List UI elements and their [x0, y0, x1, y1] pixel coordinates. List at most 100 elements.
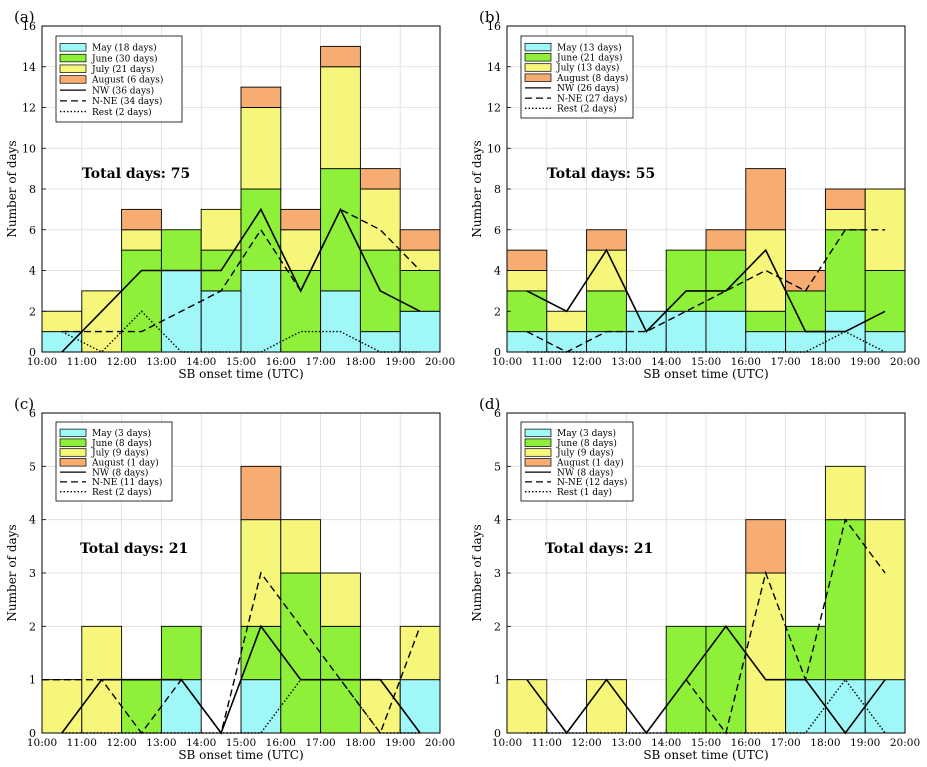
x-tick-label: 13:00 — [146, 356, 176, 368]
legend-label: June (21 days) — [556, 53, 623, 64]
bar-may-0 — [506, 331, 548, 353]
legend-label: N-NE (12 days) — [557, 477, 627, 488]
y-tick-label: 4 — [494, 265, 501, 278]
legend-swatch-may — [59, 43, 87, 52]
line-dashed — [61, 208, 421, 333]
x-tick-label: 16:00 — [731, 356, 761, 368]
x-tick-label: 18:00 — [810, 737, 840, 749]
bar-may-4 — [200, 290, 242, 353]
bar-july-6 — [745, 229, 787, 312]
legend: May (18 days)June (30 days)July (21 days… — [55, 35, 183, 123]
legend-swatch-may — [524, 42, 552, 52]
bar-may-4 — [665, 310, 707, 353]
legend-swatch-june — [524, 438, 552, 447]
y-tick-label: 1 — [494, 674, 501, 687]
bar-may-7 — [785, 331, 826, 353]
x-tick-label: 11:00 — [67, 737, 97, 749]
line-dashed — [526, 229, 886, 353]
bar-june-2 — [121, 249, 162, 353]
y-tick-label: 0 — [29, 727, 36, 740]
legend-swatch-august — [59, 458, 87, 467]
y-tick-label: 6 — [29, 224, 36, 237]
bar-may-9 — [399, 679, 441, 734]
bar-may-5 — [240, 270, 282, 353]
y-tick-label: 12 — [487, 102, 501, 115]
bar-july-7 — [320, 572, 361, 627]
legend-label: N-NE (27 days) — [557, 93, 627, 104]
bar-august-6 — [280, 208, 322, 231]
legend-swatch-june — [524, 53, 552, 62]
x-tick-label: 14:00 — [651, 356, 681, 368]
bar-june-6 — [280, 270, 322, 353]
y-tick-label: 2 — [29, 620, 36, 633]
x-axis-label: SB onset time (UTC) — [643, 748, 768, 762]
total-days-annotation: Total days: 21 — [80, 541, 188, 557]
x-tick-label: 11:00 — [67, 356, 97, 368]
legend-label: August (1 day) — [91, 458, 159, 469]
legend-label: N-NE (34 days) — [92, 96, 162, 107]
bar-july-9 — [399, 249, 441, 271]
bar-may-9 — [864, 331, 906, 353]
x-tick-label: 15:00 — [226, 356, 256, 368]
x-tick-label: 18:00 — [345, 737, 375, 749]
x-tick-label: 20:00 — [890, 737, 920, 749]
x-axis-label: SB onset time (UTC) — [178, 748, 303, 762]
bar-july-7 — [320, 66, 361, 170]
bar-july-6 — [280, 229, 322, 271]
legend-label: May (3 days) — [557, 428, 616, 439]
bar-june-2 — [121, 679, 162, 734]
bar-may-1 — [546, 331, 588, 353]
panel-label: (d) — [479, 395, 500, 413]
legend-label: August (8 days) — [556, 73, 628, 84]
legend: May (3 days)June (8 days)July (9 days)Au… — [520, 421, 634, 502]
x-tick-label: 10:00 — [492, 737, 522, 749]
bar-august-9 — [399, 229, 441, 251]
legend-swatch-august — [524, 73, 552, 82]
y-tick-label: 3 — [29, 567, 36, 580]
y-tick-label: 6 — [494, 224, 501, 237]
line-solid — [526, 248, 886, 333]
x-tick-label: 12:00 — [571, 356, 601, 368]
bar-june-8 — [824, 229, 866, 312]
x-tick-label: 13:00 — [146, 737, 176, 749]
legend-label: June (30 days) — [91, 53, 158, 64]
chart-panel-2: 10:00 11:00 12:00 13:00 14:00 15:00 16:00 17:00… — [5, 395, 455, 762]
bar-august-0 — [506, 249, 548, 271]
x-tick-label: 11:00 — [532, 356, 562, 368]
x-tick-label: 14:00 — [651, 737, 681, 749]
x-tick-label: 18:00 — [810, 356, 840, 368]
y-tick-label: 16 — [22, 20, 36, 33]
legend-swatch-may — [524, 428, 552, 438]
x-tick-label: 20:00 — [425, 356, 455, 368]
x-axis-label: SB onset time (UTC) — [643, 367, 768, 381]
bar-may-6 — [745, 331, 787, 353]
legend-swatch-august — [524, 458, 552, 467]
y-tick-label: 10 — [22, 142, 36, 155]
bar-august-6 — [745, 168, 787, 231]
y-tick-label: 1 — [29, 674, 36, 687]
legend-label: N-NE (11 days) — [92, 477, 162, 488]
bar-june-3 — [160, 625, 202, 681]
bar-may-0 — [41, 331, 83, 353]
bar-june-3 — [160, 229, 202, 271]
y-tick-label: 8 — [29, 183, 36, 196]
legend-label: NW (26 days) — [557, 83, 619, 94]
bar-may-9 — [864, 679, 906, 734]
panel-label: (b) — [479, 8, 500, 26]
total-days-annotation: Total days: 21 — [545, 541, 653, 557]
legend-label: June (8 days) — [556, 438, 617, 449]
legend-swatch-may — [59, 428, 87, 438]
x-tick-label: 20:00 — [425, 737, 455, 749]
bar-august-7 — [785, 270, 826, 292]
bar-august-5 — [705, 229, 747, 251]
bar-august-2 — [586, 229, 627, 251]
bar-july-5 — [240, 107, 282, 190]
x-tick-label: 15:00 — [691, 356, 721, 368]
bar-may-7 — [320, 290, 361, 353]
legend-swatch-june — [59, 53, 87, 63]
legend-label: NW (8 days) — [557, 467, 613, 478]
chart-panel-3: 10:00 11:00 12:00 13:00 14:00 15:00 16:00 17:00… — [470, 395, 920, 762]
bars — [41, 465, 441, 734]
legend-label: Rest (2 days) — [557, 104, 617, 115]
bar-may-9 — [399, 310, 441, 353]
